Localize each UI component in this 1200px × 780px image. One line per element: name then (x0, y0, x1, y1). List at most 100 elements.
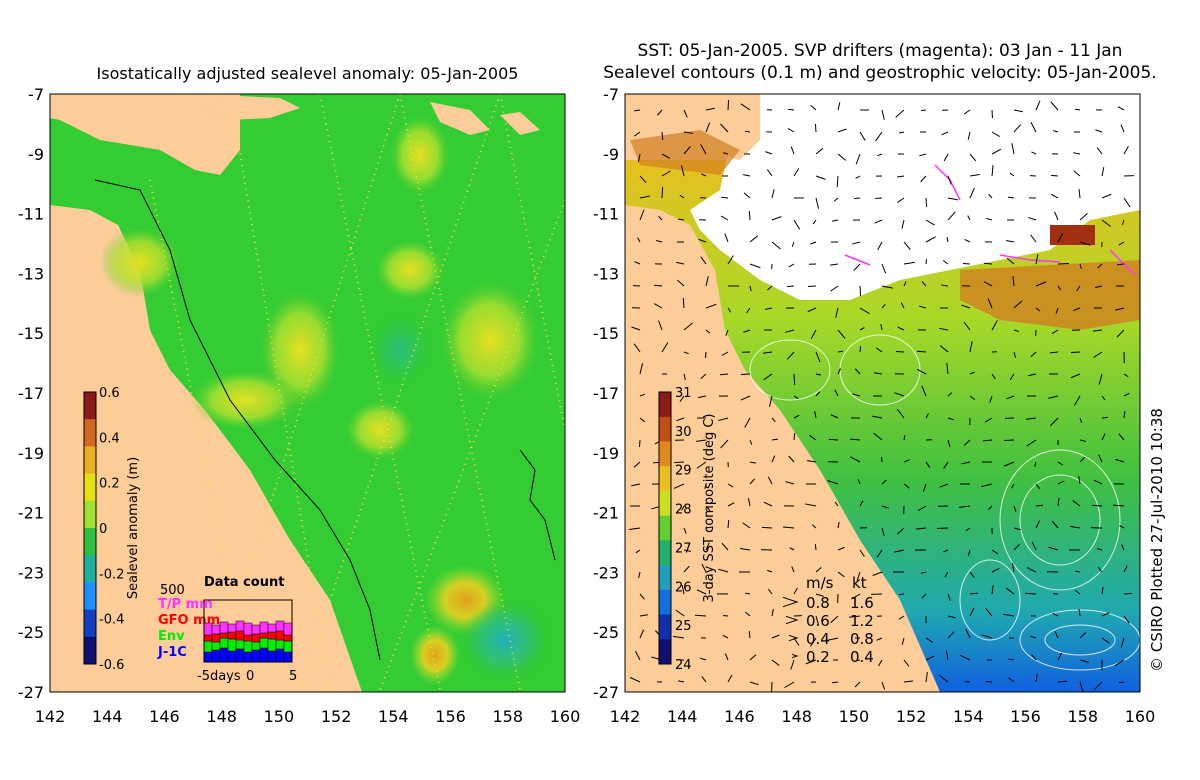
colorbar-segment (659, 565, 671, 591)
velocity-arrow (1050, 193, 1059, 199)
velocity-arrow (696, 589, 707, 595)
y-tick-label: -19 (593, 444, 619, 463)
velocity-arrow (830, 414, 839, 419)
warm-patch (960, 260, 1140, 330)
velocity-arrow (1003, 461, 1015, 467)
data-count-bar (275, 639, 285, 650)
colorbar-tick-label: 24 (675, 658, 692, 673)
velocity-arrow (881, 303, 886, 309)
velocity-arrow (749, 439, 753, 445)
velocity-arrow (765, 307, 773, 310)
velocity-arrow (812, 219, 817, 225)
velocity-arrow (1101, 612, 1110, 617)
velocity-arrow (943, 461, 949, 469)
velocity-scale-arrow (782, 596, 799, 608)
velocity-arrow (743, 329, 751, 333)
velocity-arrow (748, 630, 751, 639)
velocity-arrow (1012, 563, 1015, 573)
velocity-arrow (921, 571, 927, 574)
velocity-arrow (763, 351, 773, 354)
colorbar-segment (659, 441, 671, 467)
velocity-arrow (766, 169, 773, 177)
velocity-arrow (765, 151, 773, 155)
velocity-arrow (1031, 151, 1037, 155)
velocity-arrow (720, 196, 729, 199)
velocity-arrow (1049, 417, 1059, 427)
velocity-arrow (771, 634, 780, 639)
anomaly-high (440, 280, 540, 400)
y-tick-label: -9 (28, 145, 44, 164)
velocity-arrow (1095, 129, 1103, 133)
data-count-bar (203, 651, 213, 663)
velocity-arrow (1030, 351, 1037, 358)
colorbar-segment (84, 636, 96, 665)
velocity-arrow (742, 522, 751, 529)
velocity-arrow (896, 408, 905, 419)
anomaly-low (370, 315, 430, 385)
velocity-arrow (815, 391, 821, 397)
velocity-arrow (859, 285, 862, 297)
sealevel-contours (749, 334, 1140, 671)
velocity-arrow (788, 455, 795, 463)
velocity-arrow (959, 654, 971, 661)
data-count-bar (259, 632, 269, 639)
data-count-bar (211, 649, 221, 663)
velocity-arrow (903, 459, 910, 463)
velocity-arrow (1055, 307, 1059, 314)
velocity-arrow (793, 587, 798, 595)
velocity-arrow (919, 305, 927, 309)
colorbar-segment (659, 466, 671, 492)
velocity-arrow (1050, 101, 1059, 111)
velocity-arrow (969, 341, 973, 353)
velocity-arrow (1095, 285, 1103, 288)
velocity-arrow (807, 460, 817, 463)
velocity-arrow (837, 329, 846, 339)
velocity-arrow (859, 549, 865, 557)
velocity-arrow (918, 505, 927, 512)
data-count-bar (203, 640, 213, 653)
x-tick-label: 144 (667, 707, 698, 726)
velocity-arrow (836, 175, 839, 188)
velocity-arrow (1079, 659, 1089, 663)
velocity-arrow (1051, 520, 1059, 529)
velocity-arrow (720, 439, 729, 449)
velocity-arrow (947, 439, 951, 447)
velocity-arrow (785, 329, 795, 333)
velocity-arrow (925, 637, 933, 643)
velocity-arrow (939, 327, 949, 331)
velocity-arrow (1026, 417, 1037, 420)
velocity-arrow (727, 99, 730, 111)
velocity-arrow (881, 527, 885, 536)
x-tick-label: 144 (92, 707, 123, 726)
velocity-arrow (807, 307, 817, 313)
velocity-arrow (1114, 659, 1125, 667)
velocity-arrow (991, 148, 1002, 155)
data-count-bar (251, 649, 261, 663)
velocity-arrow (897, 197, 905, 203)
velocity-arrow (1035, 483, 1041, 490)
velocity-arrow (653, 284, 663, 287)
velocity-arrow (837, 102, 841, 111)
colorbar-segment (84, 392, 96, 420)
velocity-arrow (639, 393, 645, 397)
velocity-arrow (1093, 351, 1103, 358)
velocity-arrow (942, 260, 949, 265)
velocity-arrow (815, 615, 819, 625)
velocity-arrow (744, 130, 751, 133)
right-map-title-line2: Sealevel contours (0.1 m) and geostrophi… (603, 63, 1157, 83)
velocity-scale-arrow (791, 653, 799, 659)
velocity-arrow (877, 241, 883, 251)
velocity-arrow (1074, 589, 1081, 595)
velocity-arrow (767, 569, 773, 573)
velocity-arrow (881, 505, 889, 509)
island-land (500, 112, 540, 135)
velocity-arrow (1009, 172, 1015, 177)
velocity-arrow (743, 174, 751, 177)
velocity-arrow (969, 371, 975, 375)
velocity-arrow (705, 526, 713, 529)
velocity-arrow (749, 681, 759, 686)
right-map-title-line1: SST: 05-Jan-2005. SVP drifters (magenta)… (637, 41, 1123, 61)
velocity-arrow (767, 476, 773, 485)
velocity-arrow (1053, 130, 1059, 133)
colorbar-tick-label: 0 (99, 522, 107, 537)
